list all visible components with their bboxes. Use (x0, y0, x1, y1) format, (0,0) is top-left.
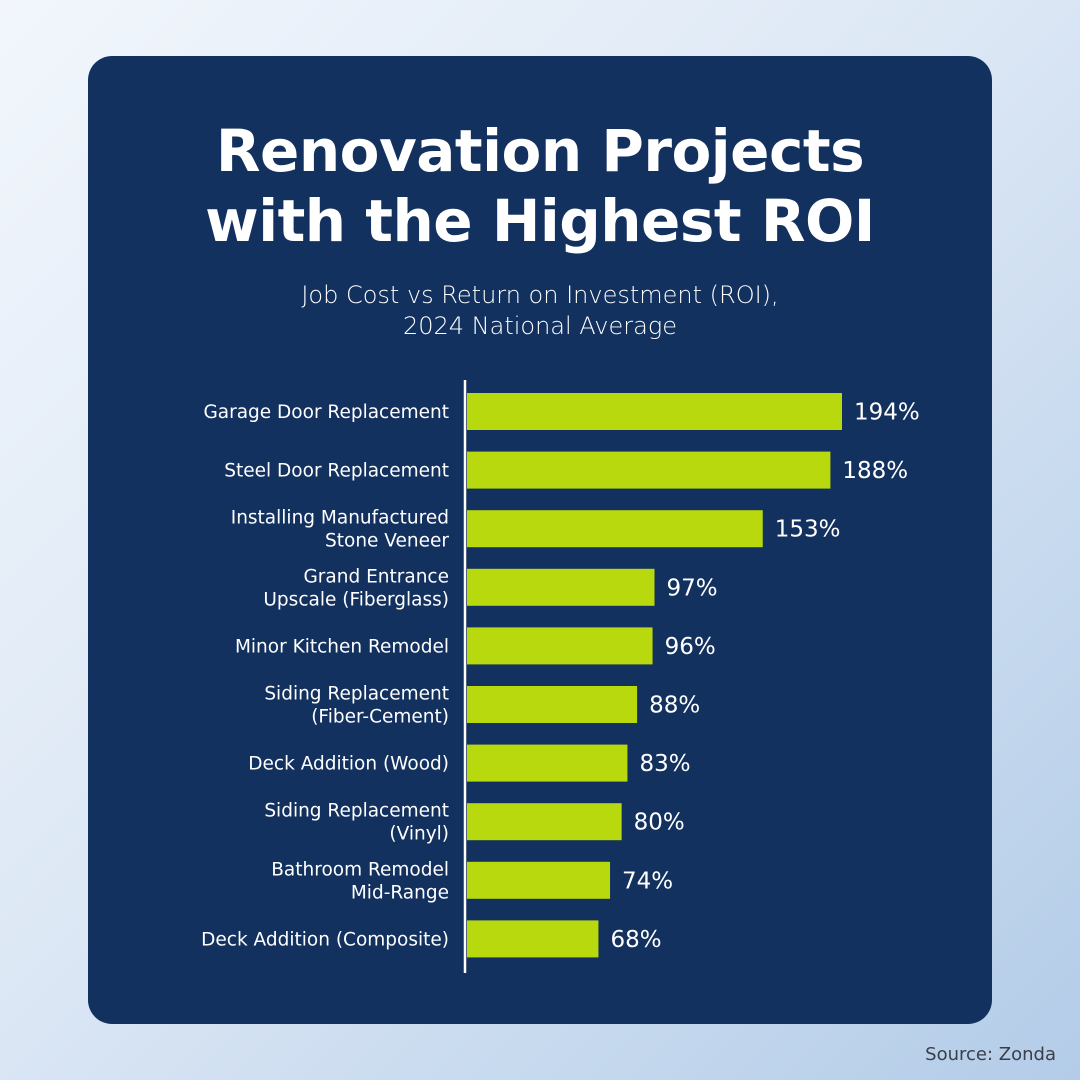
title-line-1: Renovation Projects (215, 117, 865, 185)
bar (467, 920, 599, 958)
value-label: 188% (842, 458, 908, 484)
bar (467, 803, 622, 841)
value-label: 74% (622, 868, 673, 894)
value-label: 68% (610, 927, 661, 953)
bar (467, 568, 655, 606)
bar (467, 744, 628, 782)
category-label: Installing Manufactured (231, 508, 449, 529)
category-label: (Vinyl) (389, 824, 449, 845)
category-label: Bathroom Remodel (271, 859, 449, 880)
category-label: Deck Addition (Composite) (201, 929, 449, 950)
category-label: Upscale (Fiberglass) (263, 589, 449, 610)
category-label: Siding Replacement (264, 801, 449, 822)
value-label: 83% (639, 751, 690, 777)
category-label: Grand Entrance (303, 566, 449, 587)
bar (467, 451, 831, 489)
category-label: Steel Door Replacement (224, 461, 449, 482)
category-label: Stone Veneer (325, 531, 449, 552)
chart-title: Renovation Projects with the Highest ROI (0, 116, 1080, 256)
bar (467, 861, 611, 899)
value-label: 97% (667, 575, 718, 601)
value-label: 153% (775, 517, 841, 543)
bar (467, 686, 638, 723)
value-label: 194% (854, 400, 920, 426)
category-label: Deck Addition (Wood) (248, 754, 449, 775)
value-label: 80% (634, 810, 685, 836)
category-label: Siding Replacement (264, 684, 449, 705)
value-label: 88% (649, 693, 700, 719)
category-label: Mid-Range (351, 882, 449, 903)
category-label: (Fiber-Cement) (311, 707, 449, 728)
subtitle-line-2: 2024 National Average (402, 312, 678, 340)
title-line-2: with the Highest ROI (205, 187, 875, 255)
bar (467, 627, 653, 665)
subtitle-line-1: Job Cost vs Return on Investment (ROI), (301, 281, 779, 309)
chart-subtitle: Job Cost vs Return on Investment (ROI), … (0, 280, 1080, 342)
bar (467, 510, 763, 548)
value-label: 96% (665, 634, 716, 660)
source-note: Source: Zonda (925, 1044, 1056, 1065)
category-label: Garage Door Replacement (203, 402, 449, 423)
category-label: Minor Kitchen Remodel (235, 636, 449, 657)
bar (467, 393, 842, 430)
